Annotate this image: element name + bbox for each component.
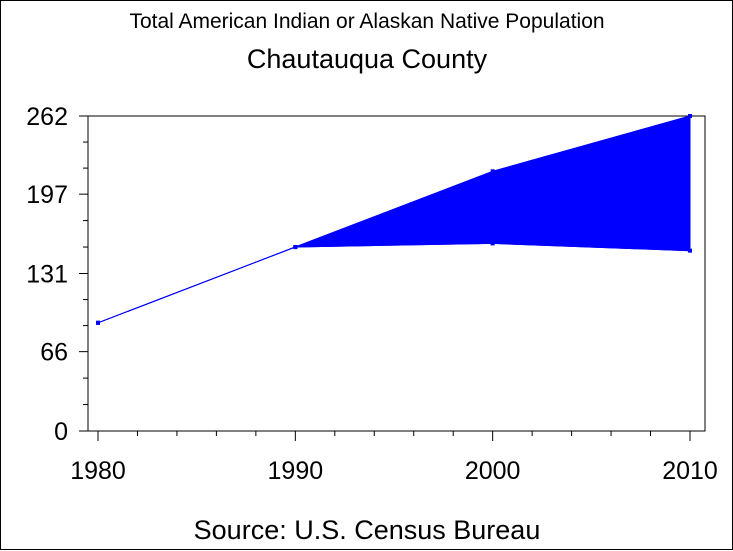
y-tick-label: 262 bbox=[26, 103, 68, 131]
data-point bbox=[688, 248, 692, 253]
y-tick-label: 0 bbox=[54, 418, 68, 446]
data-point bbox=[490, 169, 495, 174]
x-tick-label: 1980 bbox=[70, 457, 126, 485]
data-point bbox=[688, 114, 692, 118]
area-band bbox=[97, 115, 691, 324]
y-tick-label: 131 bbox=[26, 261, 68, 289]
data-point bbox=[490, 241, 495, 246]
series-group bbox=[96, 114, 692, 325]
source-note: Source: U.S. Census Bureau bbox=[194, 515, 541, 545]
chart-subtitle: Chautauqua County bbox=[247, 44, 488, 74]
y-tick-label: 197 bbox=[26, 181, 68, 209]
data-point bbox=[96, 320, 100, 325]
axes bbox=[79, 115, 691, 441]
data-point bbox=[293, 245, 298, 250]
series-line-2 bbox=[97, 242, 691, 324]
x-tick-label: 1990 bbox=[268, 457, 324, 485]
chart-title: Total American Indian or Alaskan Native … bbox=[129, 10, 604, 33]
x-tick-label: 2000 bbox=[465, 457, 521, 485]
y-tick-label: 66 bbox=[40, 339, 68, 367]
x-tick-label: 2010 bbox=[662, 457, 718, 485]
